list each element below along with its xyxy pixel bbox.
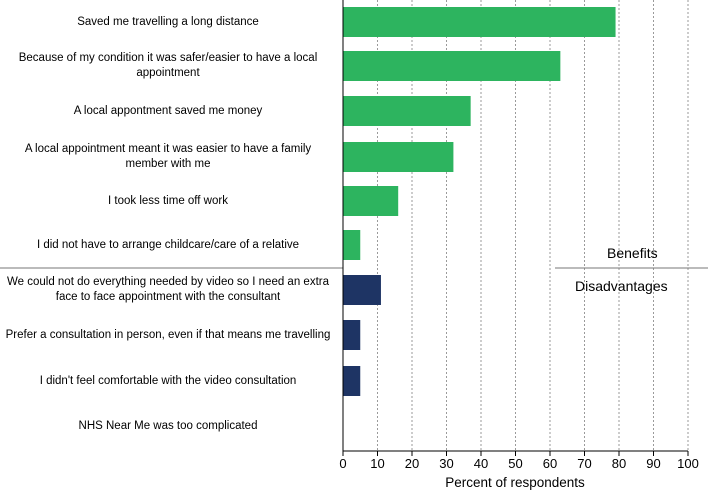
x-tick-label-30: 30 [439, 456, 454, 471]
bar-benefits-3 [343, 96, 471, 126]
x-tick-label-50: 50 [508, 456, 523, 471]
x-tick-label-90: 90 [646, 456, 661, 471]
category-label-benefits-3: A local appontment saved me money [73, 104, 263, 117]
bar-benefits-4 [343, 142, 454, 172]
x-tick-label-80: 80 [611, 456, 627, 471]
bar-disadvantages-1 [343, 275, 381, 305]
category-label-disadvantages-3: I didn't feel comfortable with the video… [39, 374, 297, 387]
bar-disadvantages-3 [343, 366, 361, 396]
category-label-benefits-2: Because of my condition it was safer/eas… [18, 52, 318, 79]
x-tick-label-70: 70 [577, 456, 592, 471]
category-label-benefits-1: Saved me travelling a long distance [77, 15, 259, 28]
category-label-benefits-5: I took less time off work [108, 194, 228, 207]
bar-benefits-6 [343, 230, 361, 260]
category-label-disadvantages-1: We could not do everything needed by vid… [6, 276, 329, 303]
x-tick-label-60: 60 [542, 456, 558, 471]
section-label-benefits: Benefits [607, 245, 658, 261]
category-label-disadvantages-2: Prefer a consultation in person, even if… [5, 328, 331, 341]
category-label-benefits-4: A local appointment meant it was easier … [24, 143, 312, 170]
category-label-disadvantages-4: NHS Near Me was too complicated [78, 419, 258, 432]
bar-disadvantages-2 [343, 320, 361, 350]
category-label-benefits-6: I did not have to arrange childcare/care… [36, 238, 300, 251]
x-tick-label-10: 10 [370, 456, 385, 471]
section-label-disadvantages: Disadvantages [575, 278, 668, 294]
bar-benefits-1 [343, 7, 616, 37]
x-tick-label-100: 100 [677, 456, 699, 471]
x-axis-label: Percent of respondents [445, 475, 585, 490]
bar-benefits-5 [343, 186, 399, 216]
x-tick-label-0: 0 [339, 456, 347, 471]
x-tick-label-40: 40 [473, 456, 489, 471]
x-tick-label-20: 20 [404, 456, 420, 471]
bar-benefits-2 [343, 51, 561, 81]
